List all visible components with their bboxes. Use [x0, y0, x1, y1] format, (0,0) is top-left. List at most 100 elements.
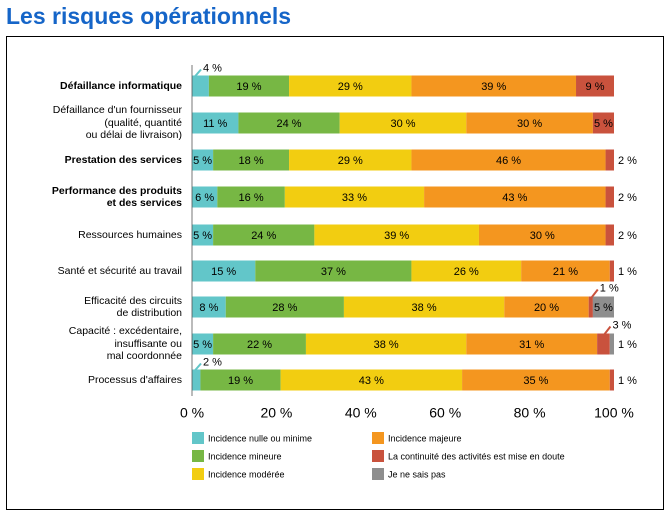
data-label: 43 % — [359, 375, 384, 387]
data-label: 30 % — [517, 118, 542, 130]
data-label: 39 % — [384, 230, 409, 242]
data-label: 29 % — [338, 155, 363, 167]
bar-segment — [343, 296, 505, 318]
data-label: 2 % — [618, 192, 637, 204]
bar-segment — [411, 75, 577, 97]
data-label: 5 % — [193, 230, 212, 242]
data-label: 6 % — [195, 192, 214, 204]
leader-line — [602, 325, 612, 337]
bar-segment — [280, 369, 463, 391]
category-label: Défaillance informatique — [60, 79, 182, 92]
bar-segment — [592, 296, 614, 318]
legend-label: Incidence nulle ou minime — [208, 433, 312, 443]
bar-segment — [597, 333, 610, 355]
bar-segment — [192, 75, 209, 97]
x-tick-label: 80 % — [514, 405, 546, 421]
chart-frame — [6, 36, 664, 510]
data-label: 28 % — [272, 302, 297, 314]
data-label: 2 % — [203, 356, 222, 368]
bar-segment — [208, 75, 290, 97]
category-label: Santé et sécurité au travail — [57, 264, 182, 277]
bar-segment — [192, 149, 214, 171]
bar-segment — [478, 224, 606, 246]
bar-segment — [213, 333, 306, 355]
bar-segment — [605, 224, 614, 246]
data-label: 39 % — [481, 81, 506, 93]
data-label: 9 % — [586, 81, 605, 93]
x-tick-label: 100 % — [594, 405, 634, 421]
data-label: 18 % — [239, 155, 264, 167]
legend-label: Incidence modérée — [208, 469, 285, 479]
bar-segment — [225, 296, 344, 318]
bar-segment — [504, 296, 589, 318]
data-label: 8 % — [199, 302, 218, 314]
bar-segment — [238, 112, 340, 134]
legend-label: Incidence mineure — [208, 451, 282, 461]
data-label: 4 % — [203, 62, 222, 74]
bar-segment — [255, 260, 412, 282]
legend-swatch — [192, 468, 204, 480]
data-label: 21 % — [553, 266, 578, 278]
data-label: 24 % — [277, 118, 302, 130]
x-tick-label: 60 % — [429, 405, 461, 421]
category-label: Ressources humaines — [78, 228, 182, 241]
bar-segment — [592, 112, 614, 134]
data-label: 33 % — [342, 192, 367, 204]
data-label: 19 % — [228, 375, 253, 387]
data-label: 2 % — [618, 230, 637, 242]
data-label: 38 % — [374, 339, 399, 351]
data-label: 35 % — [523, 375, 548, 387]
chart-title: Les risques opérationnels — [6, 3, 292, 29]
legend-swatch — [372, 468, 384, 480]
data-label: 38 % — [412, 302, 437, 314]
bar-segment — [192, 186, 218, 208]
data-label: 26 % — [454, 266, 479, 278]
data-label: 1 % — [618, 375, 637, 387]
bar-segment — [192, 369, 201, 391]
data-label: 20 % — [534, 302, 559, 314]
data-label: 19 % — [236, 81, 261, 93]
bar-segment — [192, 224, 214, 246]
bar-segment — [314, 224, 479, 246]
bar-segment — [217, 186, 285, 208]
legend-label: Incidence majeure — [388, 433, 462, 443]
data-label: 24 % — [251, 230, 276, 242]
data-label: 30 % — [390, 118, 415, 130]
bar-segment — [521, 260, 610, 282]
bar-segment — [192, 333, 214, 355]
x-tick-label: 40 % — [345, 405, 377, 421]
bar-segment — [462, 369, 610, 391]
category-label: Performance des produits et des services — [51, 184, 182, 210]
data-label: 37 % — [321, 266, 346, 278]
data-label: 5 % — [594, 302, 613, 314]
data-label: 22 % — [247, 339, 272, 351]
bar-segment — [411, 149, 606, 171]
bar-segment — [609, 333, 614, 355]
leader-line — [193, 68, 202, 79]
data-label: 5 % — [193, 155, 212, 167]
data-label: 2 % — [618, 155, 637, 167]
bar-segment — [289, 149, 412, 171]
category-label: Efficacité des circuits de distribution — [84, 294, 182, 320]
bar-segment — [609, 260, 614, 282]
category-label: Défaillance d'un fournisseur (qualité, q… — [52, 104, 182, 142]
bar-segment — [424, 186, 606, 208]
data-label: 30 % — [530, 230, 555, 242]
legend-swatch — [192, 450, 204, 462]
legend-swatch — [372, 432, 384, 444]
bar-segment — [411, 260, 522, 282]
data-label: 31 % — [519, 339, 544, 351]
bar-segment — [609, 369, 614, 391]
data-label: 1 % — [618, 266, 637, 278]
data-label: 1 % — [600, 282, 619, 294]
bar-segment — [605, 149, 614, 171]
bar-segment — [305, 333, 467, 355]
bar-segment — [192, 112, 239, 134]
bar-segment — [213, 149, 290, 171]
bar-segment — [289, 75, 412, 97]
bar-segment — [200, 369, 281, 391]
legend-swatch — [192, 432, 204, 444]
data-label: 3 % — [612, 319, 631, 331]
data-label: 16 % — [239, 192, 264, 204]
